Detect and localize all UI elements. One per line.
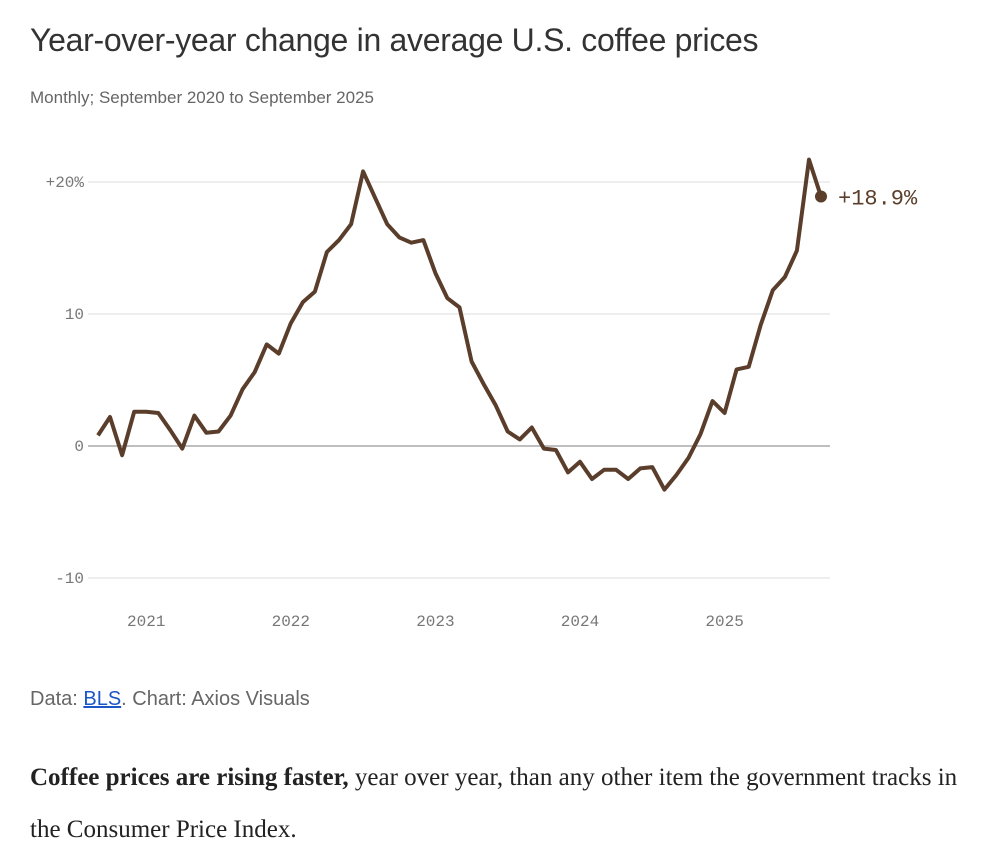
source-prefix: Data: xyxy=(30,688,84,710)
end-point-marker xyxy=(815,190,827,203)
source-suffix: . Chart: Axios Visuals xyxy=(121,688,310,710)
x-tick-label: 2022 xyxy=(272,613,310,631)
y-tick-label: +20% xyxy=(46,174,85,192)
chart-subtitle: Monthly; September 2020 to September 202… xyxy=(30,88,374,107)
line-chart: +20% 10 0 -10 2021 2022 2023 2024 2025 +18.9% xyxy=(46,157,918,631)
end-value-label: +18.9% xyxy=(838,187,918,212)
bls-link[interactable]: BLS xyxy=(83,688,122,710)
y-tick-label: -10 xyxy=(55,570,84,588)
source-credit: Data: BLS. Chart: Axios Visuals xyxy=(30,688,310,711)
y-tick-label: 10 xyxy=(65,306,84,324)
chart-title: Year-over-year change in average U.S. co… xyxy=(30,22,759,58)
y-tick-label: 0 xyxy=(74,438,84,456)
paragraph-lead: Coffee prices are rising faster, xyxy=(30,764,349,791)
x-tick-label: 2024 xyxy=(561,613,599,631)
series-line xyxy=(96,157,823,492)
paragraph-text: year over year, than any other item the … xyxy=(30,764,958,843)
x-tick-label: 2023 xyxy=(416,613,454,631)
body-paragraph: Coffee prices are rising faster, year ov… xyxy=(30,752,980,856)
x-tick-label: 2021 xyxy=(127,613,165,631)
x-tick-label: 2025 xyxy=(705,613,743,631)
